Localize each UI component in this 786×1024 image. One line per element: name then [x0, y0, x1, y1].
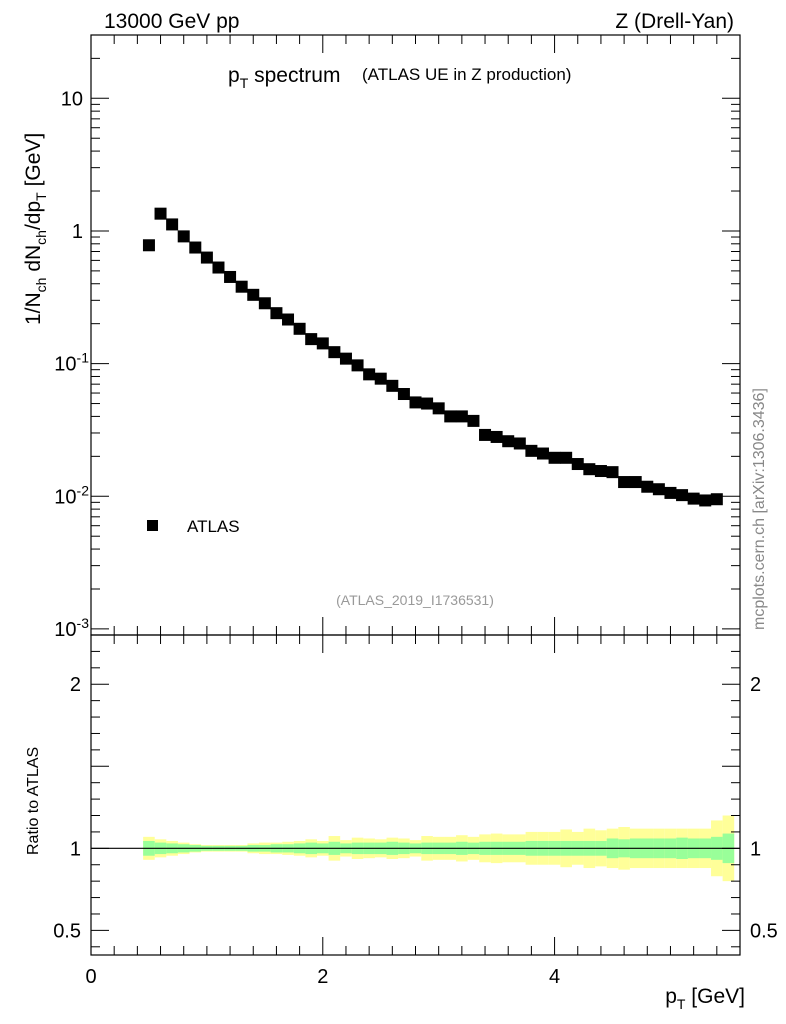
x-tick-label: 4 [549, 966, 560, 988]
data-point [467, 414, 480, 427]
ratio-y-ticks: 0.5 0.5 1 1 2 2 [53, 634, 778, 948]
data-point [247, 288, 260, 301]
ratio-y-tick-label-right: 1 [750, 838, 761, 860]
ratio-y-tick-label-left: 1 [70, 838, 81, 860]
main-y-tick-label: 10-3 [54, 615, 89, 641]
data-point [525, 444, 538, 457]
data-point [212, 261, 225, 274]
x-tick-label: 0 [85, 966, 96, 988]
data-point [571, 458, 584, 471]
analysis-tag: (ATLAS_2019_I1736531) [336, 592, 494, 608]
data-point [560, 451, 573, 464]
data-point [363, 368, 376, 381]
data-point [258, 297, 271, 310]
data-point [351, 359, 364, 372]
x-axis-label: pT [GeV] [665, 985, 745, 1012]
plot-title-rest: spectrum [248, 64, 340, 87]
data-point [479, 428, 492, 441]
data-point [282, 313, 295, 326]
data-point [166, 218, 179, 231]
data-point [629, 476, 642, 489]
data-point [513, 437, 526, 450]
data-point [687, 492, 700, 505]
data-point [177, 230, 190, 243]
data-point [421, 397, 434, 410]
main-data-points [142, 207, 723, 507]
data-point [490, 430, 503, 443]
ratio-y-tick-label-right: 0.5 [750, 920, 778, 942]
data-point [328, 346, 341, 359]
header-right: Z (Drell-Yan) [615, 10, 734, 33]
data-point [676, 489, 689, 502]
main-frame [90, 34, 741, 636]
plot-title-p: p [228, 64, 240, 87]
plot-title-sub: T [240, 75, 249, 91]
data-point [432, 402, 445, 415]
data-point [536, 447, 549, 460]
data-point [618, 476, 631, 489]
data-point [154, 207, 167, 220]
data-point [641, 480, 654, 493]
data-point [142, 239, 155, 252]
data-point [235, 280, 248, 293]
data-point [444, 410, 457, 423]
ratio-y-tick-label-right: 2 [750, 674, 761, 696]
data-point [606, 466, 619, 479]
ratio-x-ticks: 0 2 4 [85, 635, 741, 988]
data-point [339, 352, 352, 365]
main-y-tick-label: 10 [61, 88, 83, 110]
data-point [502, 435, 515, 448]
main-y-tick-label: 1 [72, 221, 83, 243]
data-point [224, 270, 237, 283]
data-point [664, 486, 677, 499]
data-point [270, 307, 283, 320]
ratio-panel: 0.5 0.5 1 1 2 2 0 2 4 Ratio to ATLAS [25, 634, 778, 988]
data-point [455, 410, 468, 423]
data-point [594, 465, 607, 478]
data-point [548, 451, 561, 464]
legend-marker [147, 520, 158, 531]
data-point [386, 379, 399, 392]
ratio-y-tick-label-left: 2 [70, 674, 81, 696]
ratio-frame [90, 634, 741, 956]
x-tick-label: 2 [317, 966, 328, 988]
data-point [293, 322, 306, 335]
main-y-ticks: 10-3 10-2 10-1 1 10 [54, 34, 740, 641]
main-y-tick-label: 10-1 [54, 350, 89, 376]
ratio-y-tick-label-left: 0.5 [53, 920, 81, 942]
plot-title: pT spectrum [228, 64, 340, 91]
main-y-label: 1/Nch dNch/dpT [GeV] [22, 133, 49, 325]
main-y-tick-label: 10-2 [54, 482, 89, 508]
plot-title-paren: (ATLAS UE in Z production) [362, 65, 571, 84]
data-point [189, 241, 202, 254]
data-point [305, 333, 318, 346]
side-label: mcplots.cern.ch [arXiv:1306.3436] [751, 388, 768, 630]
data-point [710, 493, 723, 506]
data-point [583, 463, 596, 476]
data-point [699, 494, 712, 507]
data-point [397, 388, 410, 401]
ratio-y-label: Ratio to ATLAS [25, 747, 42, 855]
main-panel: 10-3 10-2 10-1 1 10 pT spectrum (ATLAS UE in… [22, 34, 741, 641]
legend-label: ATLAS [187, 517, 240, 536]
data-point [409, 396, 422, 409]
header-left: 13000 GeV pp [104, 10, 239, 33]
data-point [374, 372, 387, 385]
data-point [652, 483, 665, 496]
data-point [316, 337, 329, 350]
main-x-ticks [90, 35, 741, 635]
data-point [200, 251, 213, 264]
